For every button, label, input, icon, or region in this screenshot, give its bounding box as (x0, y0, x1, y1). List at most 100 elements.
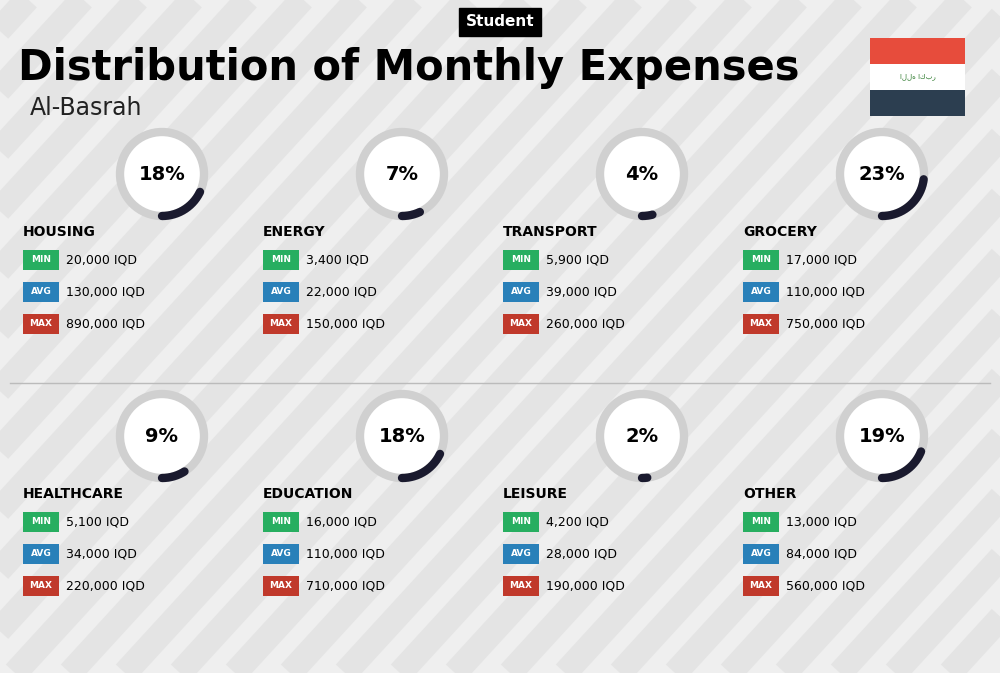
Text: 150,000 IQD: 150,000 IQD (306, 318, 385, 330)
Circle shape (840, 394, 924, 478)
Text: MIN: MIN (31, 256, 51, 264)
Text: 28,000 IQD: 28,000 IQD (546, 548, 617, 561)
Text: 260,000 IQD: 260,000 IQD (546, 318, 625, 330)
FancyBboxPatch shape (23, 512, 59, 532)
Text: AVG: AVG (751, 549, 771, 559)
Text: 560,000 IQD: 560,000 IQD (786, 579, 865, 592)
Text: MIN: MIN (271, 256, 291, 264)
FancyBboxPatch shape (263, 314, 299, 334)
Text: 190,000 IQD: 190,000 IQD (546, 579, 625, 592)
Text: 110,000 IQD: 110,000 IQD (786, 285, 865, 299)
Text: AVG: AVG (751, 287, 771, 297)
FancyBboxPatch shape (263, 282, 299, 302)
Text: 13,000 IQD: 13,000 IQD (786, 516, 857, 528)
FancyBboxPatch shape (870, 64, 965, 90)
Text: Student: Student (466, 15, 534, 30)
Text: AVG: AVG (511, 549, 531, 559)
Text: 34,000 IQD: 34,000 IQD (66, 548, 137, 561)
Text: MAX: MAX (30, 320, 52, 328)
FancyBboxPatch shape (503, 512, 539, 532)
Text: OTHER: OTHER (743, 487, 796, 501)
Text: 3,400 IQD: 3,400 IQD (306, 254, 369, 267)
Text: MIN: MIN (31, 518, 51, 526)
Text: 19%: 19% (859, 427, 905, 446)
Circle shape (360, 132, 444, 216)
FancyBboxPatch shape (870, 38, 965, 64)
FancyBboxPatch shape (743, 576, 779, 596)
Text: HEALTHCARE: HEALTHCARE (23, 487, 124, 501)
FancyBboxPatch shape (23, 250, 59, 270)
FancyBboxPatch shape (743, 314, 779, 334)
Circle shape (840, 132, 924, 216)
Text: 20,000 IQD: 20,000 IQD (66, 254, 137, 267)
Text: 22,000 IQD: 22,000 IQD (306, 285, 377, 299)
Circle shape (600, 132, 684, 216)
Text: MIN: MIN (511, 518, 531, 526)
Text: GROCERY: GROCERY (743, 225, 817, 239)
Text: 130,000 IQD: 130,000 IQD (66, 285, 145, 299)
FancyBboxPatch shape (870, 90, 965, 116)
Text: MAX: MAX (270, 581, 292, 590)
Circle shape (120, 132, 204, 216)
Text: AVG: AVG (271, 549, 291, 559)
FancyBboxPatch shape (23, 314, 59, 334)
Text: 5,100 IQD: 5,100 IQD (66, 516, 129, 528)
Text: MAX: MAX (750, 581, 772, 590)
Text: 84,000 IQD: 84,000 IQD (786, 548, 857, 561)
Text: Al-Basrah: Al-Basrah (30, 96, 143, 120)
Text: MAX: MAX (30, 581, 52, 590)
Text: 4%: 4% (625, 164, 659, 184)
Text: AVG: AVG (31, 287, 51, 297)
FancyBboxPatch shape (23, 544, 59, 564)
Text: MIN: MIN (751, 256, 771, 264)
Text: MAX: MAX (510, 581, 532, 590)
Text: 18%: 18% (139, 164, 185, 184)
Text: 220,000 IQD: 220,000 IQD (66, 579, 145, 592)
Text: 18%: 18% (379, 427, 425, 446)
FancyBboxPatch shape (23, 282, 59, 302)
Text: 110,000 IQD: 110,000 IQD (306, 548, 385, 561)
Text: 5,900 IQD: 5,900 IQD (546, 254, 609, 267)
Text: ENERGY: ENERGY (263, 225, 326, 239)
FancyBboxPatch shape (503, 314, 539, 334)
FancyBboxPatch shape (503, 250, 539, 270)
Text: Distribution of Monthly Expenses: Distribution of Monthly Expenses (18, 47, 800, 89)
Text: 9%: 9% (146, 427, 178, 446)
FancyBboxPatch shape (23, 576, 59, 596)
Text: MAX: MAX (750, 320, 772, 328)
Text: AVG: AVG (271, 287, 291, 297)
Text: 4,200 IQD: 4,200 IQD (546, 516, 609, 528)
Text: AVG: AVG (511, 287, 531, 297)
FancyBboxPatch shape (503, 544, 539, 564)
FancyBboxPatch shape (263, 512, 299, 532)
FancyBboxPatch shape (743, 544, 779, 564)
Text: MAX: MAX (270, 320, 292, 328)
Text: 16,000 IQD: 16,000 IQD (306, 516, 377, 528)
FancyBboxPatch shape (503, 282, 539, 302)
Text: MIN: MIN (751, 518, 771, 526)
Text: 7%: 7% (386, 164, 418, 184)
FancyBboxPatch shape (263, 576, 299, 596)
FancyBboxPatch shape (263, 250, 299, 270)
Circle shape (360, 394, 444, 478)
Text: HOUSING: HOUSING (23, 225, 96, 239)
FancyBboxPatch shape (743, 512, 779, 532)
Text: 750,000 IQD: 750,000 IQD (786, 318, 865, 330)
Text: MIN: MIN (271, 518, 291, 526)
FancyBboxPatch shape (263, 544, 299, 564)
Text: AVG: AVG (31, 549, 51, 559)
Text: 710,000 IQD: 710,000 IQD (306, 579, 385, 592)
Circle shape (600, 394, 684, 478)
Text: 23%: 23% (859, 164, 905, 184)
Text: MAX: MAX (510, 320, 532, 328)
Text: TRANSPORT: TRANSPORT (503, 225, 598, 239)
Circle shape (120, 394, 204, 478)
Text: 17,000 IQD: 17,000 IQD (786, 254, 857, 267)
Text: 39,000 IQD: 39,000 IQD (546, 285, 617, 299)
Text: MIN: MIN (511, 256, 531, 264)
Text: EDUCATION: EDUCATION (263, 487, 353, 501)
Text: الله اكبر: الله اكبر (900, 73, 935, 80)
FancyBboxPatch shape (743, 250, 779, 270)
Text: 890,000 IQD: 890,000 IQD (66, 318, 145, 330)
FancyBboxPatch shape (503, 576, 539, 596)
